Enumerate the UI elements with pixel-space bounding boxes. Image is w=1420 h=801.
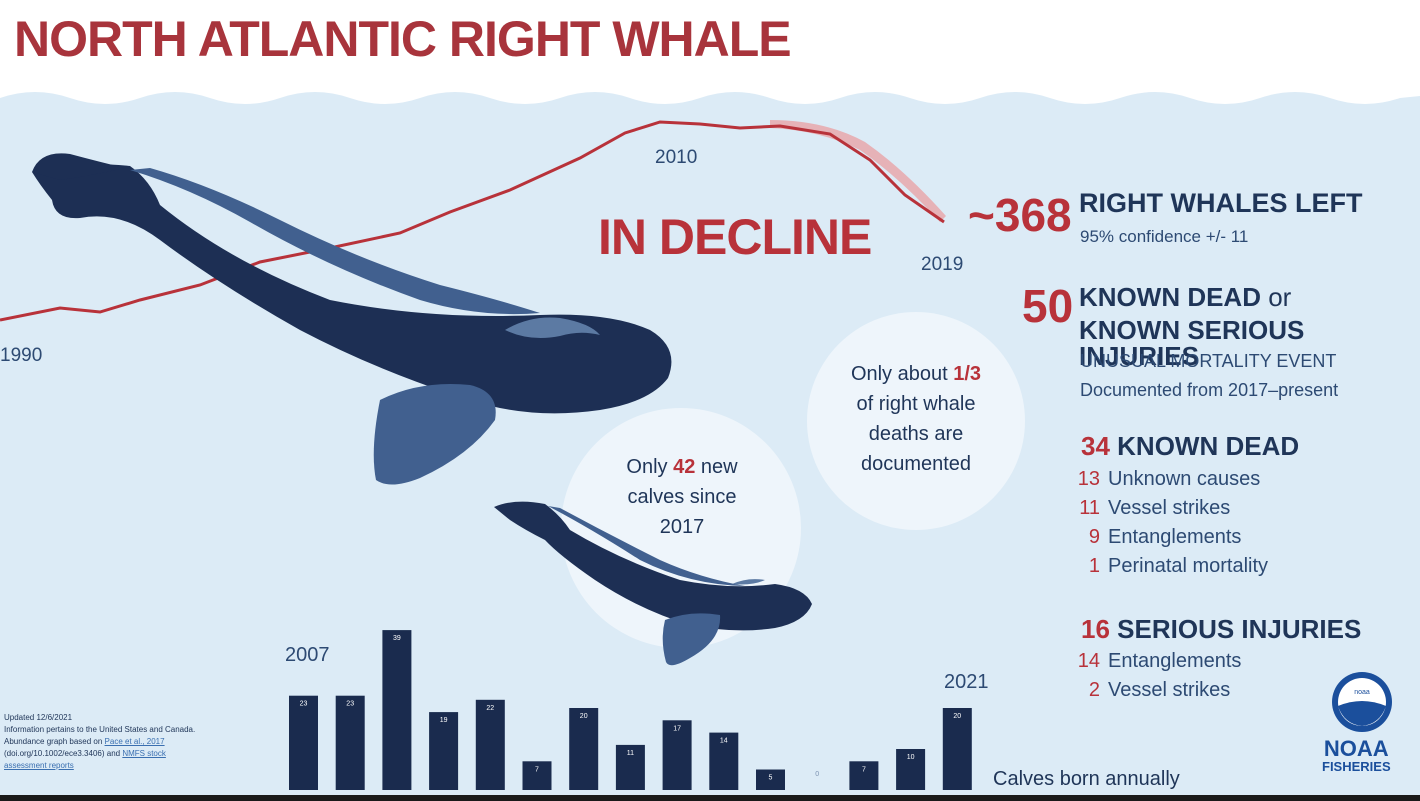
bar-2016 [709,732,739,790]
bar-2008 [335,695,365,790]
bar-value-label: 22 [486,705,494,712]
bar-2011 [475,699,505,790]
population-trend-line [0,120,945,322]
bar-value-label: 7 [535,766,539,773]
ume-label-line1: KNOWN DEAD or [1079,282,1292,312]
logo-noaa: NOAA [1323,736,1389,761]
bar-value-label: 11 [627,750,634,757]
list-item: 2 Vessel strikes [1088,679,1231,701]
decline-headline: IN DECLINE [598,209,872,265]
known-dead-heading: 34 KNOWN DEAD [1081,431,1300,461]
bottom-rule [0,795,1420,801]
bar-2019 [849,761,879,790]
whales-left-value: ~368 [968,189,1072,241]
bar-start-year: 2007 [285,644,330,666]
bar-2020 [896,749,926,790]
bar-value-label: 10 [907,754,915,761]
bar-2009 [382,630,412,790]
chart-title: Calves born annually [993,768,1180,790]
bar-value-label: 14 [720,738,728,745]
noaa-fisheries-logo[interactable]: NOAA FISHERIES [1322,736,1391,774]
population-trend-band [770,120,946,222]
bar-2021 [942,708,972,790]
bar-2010 [429,712,459,790]
bar-value-label: 19 [440,717,448,724]
known-dead-list: 13 Unknown causes 11 Vessel strikes 9 Entan… [1072,465,1268,581]
page-title: NORTH ATLANTIC RIGHT WHALE [14,11,792,67]
whales-left-label: RIGHT WHALES LEFT [1079,188,1363,218]
bar-2014 [615,744,645,790]
year-label-2019: 2019 [921,254,964,275]
doi-note: (doi.org/10.1002/ece3.3406) and NMFS sto… [4,749,166,758]
deaths-bubble [807,312,1025,530]
bar-value-label: 0 [815,771,819,778]
year-label-1990: 1990 [0,345,43,366]
bar-value-label: 5 [769,775,773,782]
adult-whale-illustration [32,153,672,485]
deaths-bubble-text: Only about 1/3 of right whale deaths are… [850,363,982,475]
ume-total-value: 50 [1022,280,1074,332]
nmfs-link[interactable]: NMFS stock [122,749,166,758]
ume-period: Documented from 2017–present [1080,380,1339,400]
svg-text:noaa: noaa [1354,689,1370,696]
list-item: 9 Entanglements [1088,526,1242,548]
serious-injuries-heading: 16 SERIOUS INJURIES [1081,614,1362,644]
calf-whale-illustration [494,501,812,666]
bar-end-year: 2021 [944,671,989,693]
bar-value-label: 23 [346,701,354,708]
serious-injuries-list: 14 Entanglements 2 Vessel strikes [1072,647,1242,705]
sar-note: assessment reports [4,760,254,772]
bar-value-label: 23 [300,701,308,708]
scope-note: Information pertains to the United State… [4,725,196,734]
bar-2013 [569,708,599,790]
bar-value-label: 17 [673,725,681,732]
bar-value-label: 39 [393,635,401,642]
year-label-2010: 2010 [655,147,698,168]
list-item: 14 Entanglements [1077,650,1242,672]
list-item: 11 Vessel strikes [1079,497,1231,519]
calves-bubble-text: Only 42 new calves since 2017 [626,456,738,538]
calves-bar-chart: 23 23 39 19 22 7 20 11 17 14 5 0 7 10 20 [289,630,972,790]
bar-2017 [756,769,785,790]
whales-left-confidence: 95% confidence +/- 11 [1080,227,1249,246]
bar-2012 [522,761,552,790]
source-note: Abundance graph based on Pace et al., 20… [4,737,165,746]
noaa-logo-badge: noaa [1332,672,1392,732]
list-item: 1 Perinatal mortality [1088,555,1269,577]
bar-2007 [289,695,318,790]
bar-2015 [662,720,692,790]
pace-link[interactable]: Pace et al., 2017 [104,737,165,746]
bar-value-label: 7 [862,766,866,773]
sar-link[interactable]: assessment reports [4,761,74,770]
bar-value-label: 20 [953,713,961,720]
updated-date: Updated 12/6/2021 [4,713,73,722]
list-item: 13 Unknown causes [1077,468,1261,490]
logo-fisheries: FISHERIES [1322,759,1391,774]
ume-note: UNUSUAL MORTALITY EVENT [1080,351,1337,371]
source-notes: Updated 12/6/2021 Information pertains t… [4,712,254,772]
bar-value-label: 20 [580,713,588,720]
ume-label-line2: KNOWN SERIOUS INJURIES [1079,315,1305,371]
